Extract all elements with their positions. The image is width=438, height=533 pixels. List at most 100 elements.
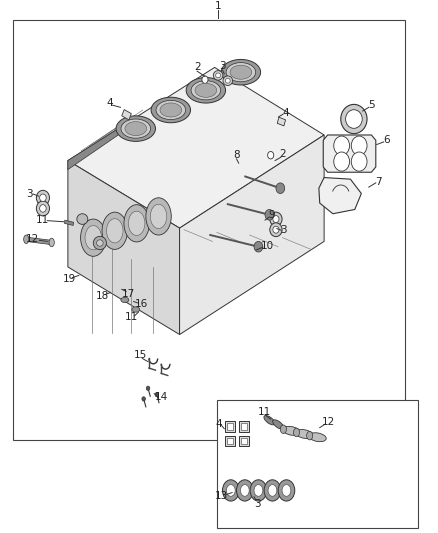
Ellipse shape xyxy=(296,430,313,439)
Text: 12: 12 xyxy=(26,235,39,244)
Ellipse shape xyxy=(264,416,275,425)
Ellipse shape xyxy=(273,420,283,429)
Ellipse shape xyxy=(36,190,49,205)
Ellipse shape xyxy=(273,216,279,222)
Text: 4: 4 xyxy=(282,108,289,118)
Ellipse shape xyxy=(191,80,221,100)
Circle shape xyxy=(276,183,285,193)
Text: 12: 12 xyxy=(322,417,335,427)
Circle shape xyxy=(254,241,263,252)
Ellipse shape xyxy=(341,104,367,134)
Text: 19: 19 xyxy=(63,273,76,284)
Polygon shape xyxy=(68,67,324,228)
Circle shape xyxy=(146,386,150,390)
Ellipse shape xyxy=(116,116,155,141)
Ellipse shape xyxy=(93,236,106,249)
Text: 4: 4 xyxy=(215,419,223,429)
Ellipse shape xyxy=(81,219,106,256)
Ellipse shape xyxy=(346,110,362,128)
Ellipse shape xyxy=(186,77,226,103)
Bar xyxy=(227,438,233,444)
Ellipse shape xyxy=(121,297,129,303)
Bar xyxy=(277,117,286,126)
Ellipse shape xyxy=(49,238,54,247)
Text: 9: 9 xyxy=(268,210,275,220)
Ellipse shape xyxy=(128,211,145,236)
Bar xyxy=(239,421,249,432)
Ellipse shape xyxy=(226,78,230,83)
Bar xyxy=(225,435,235,446)
Text: 2: 2 xyxy=(279,149,286,159)
Bar xyxy=(13,20,405,440)
Ellipse shape xyxy=(268,484,277,496)
Ellipse shape xyxy=(215,73,220,78)
Polygon shape xyxy=(323,135,376,172)
Ellipse shape xyxy=(226,484,235,496)
Polygon shape xyxy=(26,237,52,245)
Text: 5: 5 xyxy=(368,100,375,110)
Bar xyxy=(217,400,418,528)
Text: 3: 3 xyxy=(219,61,226,71)
Bar xyxy=(241,438,247,444)
Ellipse shape xyxy=(270,223,282,237)
Circle shape xyxy=(268,151,274,159)
Ellipse shape xyxy=(254,484,263,496)
Text: 1: 1 xyxy=(215,1,222,11)
Ellipse shape xyxy=(85,225,102,250)
Ellipse shape xyxy=(230,65,252,79)
Text: 13: 13 xyxy=(215,491,228,500)
Ellipse shape xyxy=(96,240,103,246)
Text: 3: 3 xyxy=(254,499,261,508)
Text: 6: 6 xyxy=(383,135,390,146)
Text: 15: 15 xyxy=(134,350,147,360)
Ellipse shape xyxy=(160,103,182,117)
Ellipse shape xyxy=(150,204,167,229)
Ellipse shape xyxy=(273,226,279,233)
Circle shape xyxy=(202,76,208,83)
Ellipse shape xyxy=(156,100,186,119)
Polygon shape xyxy=(68,126,123,169)
Polygon shape xyxy=(64,220,74,225)
Ellipse shape xyxy=(124,205,149,242)
Bar xyxy=(122,110,131,120)
Ellipse shape xyxy=(250,480,267,501)
Ellipse shape xyxy=(223,480,239,501)
Bar xyxy=(241,423,247,430)
Text: 16: 16 xyxy=(134,299,148,309)
Text: 17: 17 xyxy=(122,288,135,298)
Polygon shape xyxy=(319,177,361,214)
Ellipse shape xyxy=(132,307,140,312)
Ellipse shape xyxy=(77,214,88,224)
Text: 3: 3 xyxy=(280,225,287,235)
Ellipse shape xyxy=(226,62,256,82)
Ellipse shape xyxy=(151,97,191,123)
Ellipse shape xyxy=(24,235,29,244)
Circle shape xyxy=(155,392,159,397)
Circle shape xyxy=(265,209,274,220)
Circle shape xyxy=(334,136,350,155)
Bar xyxy=(227,423,233,430)
Text: 8: 8 xyxy=(233,150,240,160)
Bar xyxy=(225,421,235,432)
Ellipse shape xyxy=(213,70,223,80)
Circle shape xyxy=(142,397,145,401)
Ellipse shape xyxy=(221,59,261,85)
Ellipse shape xyxy=(39,205,46,212)
Text: 14: 14 xyxy=(155,392,168,402)
Ellipse shape xyxy=(195,83,217,98)
Ellipse shape xyxy=(125,122,147,135)
Ellipse shape xyxy=(39,194,46,201)
Circle shape xyxy=(334,152,350,171)
Text: 11: 11 xyxy=(258,407,271,417)
Text: 11: 11 xyxy=(35,215,49,225)
Ellipse shape xyxy=(307,431,313,440)
Text: 11: 11 xyxy=(125,312,138,322)
Text: 2: 2 xyxy=(194,62,201,72)
Polygon shape xyxy=(68,160,180,335)
Ellipse shape xyxy=(309,433,326,442)
Ellipse shape xyxy=(146,198,171,235)
Text: 7: 7 xyxy=(375,177,382,187)
Ellipse shape xyxy=(36,201,49,216)
Ellipse shape xyxy=(106,219,123,243)
Text: 4: 4 xyxy=(106,98,113,108)
